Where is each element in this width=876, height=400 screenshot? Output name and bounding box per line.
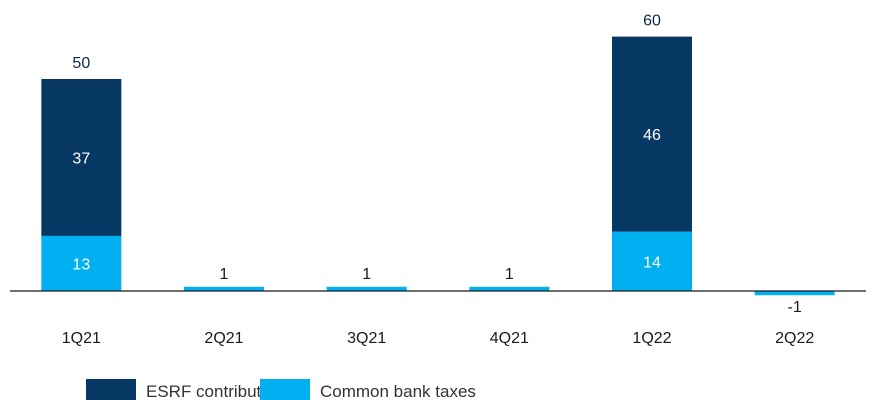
label-esrf-contribution-1Q21: 37 [72,150,90,167]
label-common-bank-taxes-4Q21: 1 [505,266,514,283]
total-labels-group: 50 60 [72,13,661,72]
legend-swatch-common-bank-taxes [260,379,310,400]
category-label-2Q22: 2Q22 [775,330,814,347]
label-common-bank-taxes-2Q22: -1 [788,299,802,316]
bars-group [41,36,835,296]
segment-labels-group: 37 13 1 1 1 46 14 -1 [72,127,801,316]
category-labels-group: 1Q21 2Q21 3Q21 4Q21 1Q22 2Q22 [62,330,815,347]
label-esrf-contribution-1Q22: 46 [643,127,661,144]
legend-swatch-esrf-contribution [86,379,136,400]
category-label-2Q21: 2Q21 [204,330,243,347]
category-label-3Q21: 3Q21 [347,330,386,347]
category-label-4Q21: 4Q21 [490,330,529,347]
label-total-1Q22: 60 [643,13,661,30]
label-common-bank-taxes-1Q21: 13 [72,256,90,273]
label-total-1Q21: 50 [72,55,90,72]
bar-common-bank-taxes-1Q22 [612,231,692,291]
bar-common-bank-taxes-3Q21 [326,286,407,291]
legend-label-common-bank-taxes: Common bank taxes [320,382,476,400]
bar-common-bank-taxes-2Q22 [754,291,835,296]
bar-common-bank-taxes-4Q21 [469,286,550,291]
bar-common-bank-taxes-1Q21 [41,235,122,291]
legend: ESRF contribution Common bank taxes [86,379,476,400]
category-label-1Q21: 1Q21 [62,330,101,347]
label-common-bank-taxes-3Q21: 1 [362,266,371,283]
label-common-bank-taxes-1Q22: 14 [643,254,661,271]
label-common-bank-taxes-2Q21: 1 [220,266,229,283]
bar-common-bank-taxes-2Q21 [184,286,264,291]
legend-label-esrf-contribution: ESRF contribution [146,382,284,400]
category-label-1Q22: 1Q22 [632,330,671,347]
bar-esrf-contribution-1Q22 [612,36,692,232]
bar-esrf-contribution-1Q21 [41,79,122,236]
